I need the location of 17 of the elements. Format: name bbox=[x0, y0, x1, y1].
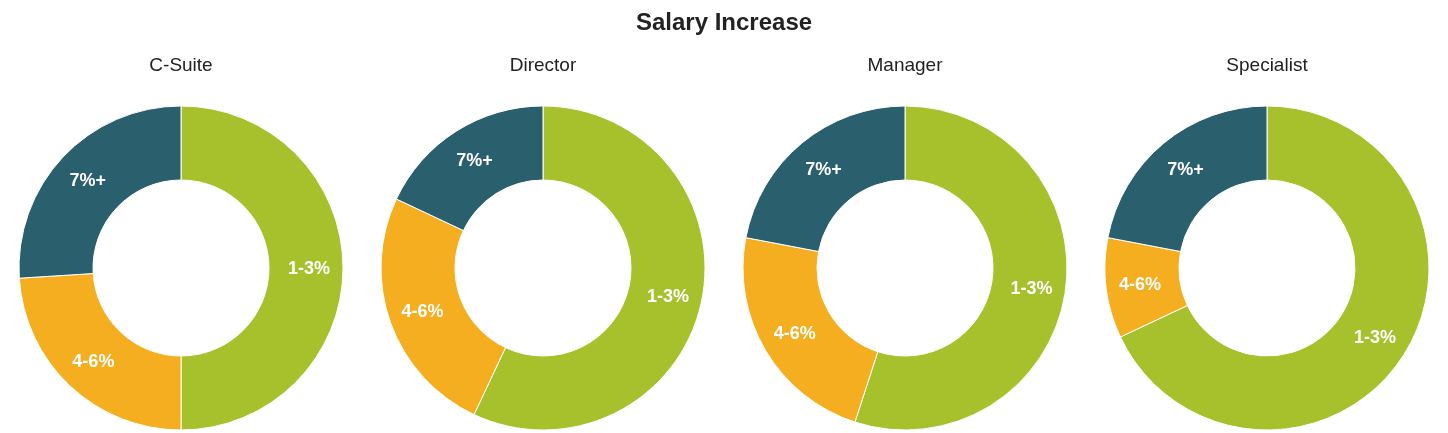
slice-label: 7%+ bbox=[1167, 159, 1204, 180]
slice-label: 4-6% bbox=[401, 301, 444, 322]
slice-label: 7%+ bbox=[456, 149, 493, 170]
slice-label: 1-3% bbox=[1354, 326, 1397, 347]
slice-label: 1-3% bbox=[287, 258, 331, 278]
slice-label: 1-3% bbox=[1010, 278, 1053, 299]
chart-title: Manager bbox=[867, 54, 944, 75]
chart-title: C-Suite bbox=[149, 54, 213, 75]
slice-label: 4-6% bbox=[1118, 274, 1162, 295]
text: Salary Increase bbox=[635, 7, 813, 35]
slice-label: 4-6% bbox=[773, 323, 816, 344]
slice-label: 7%+ bbox=[69, 170, 106, 191]
slice-label: 7%+ bbox=[805, 159, 842, 180]
slice-label: 1-3% bbox=[646, 285, 689, 306]
chart-title: Specialist bbox=[1226, 54, 1309, 75]
slice-label: 4-6% bbox=[72, 351, 115, 372]
chart-title: Director bbox=[509, 54, 577, 75]
